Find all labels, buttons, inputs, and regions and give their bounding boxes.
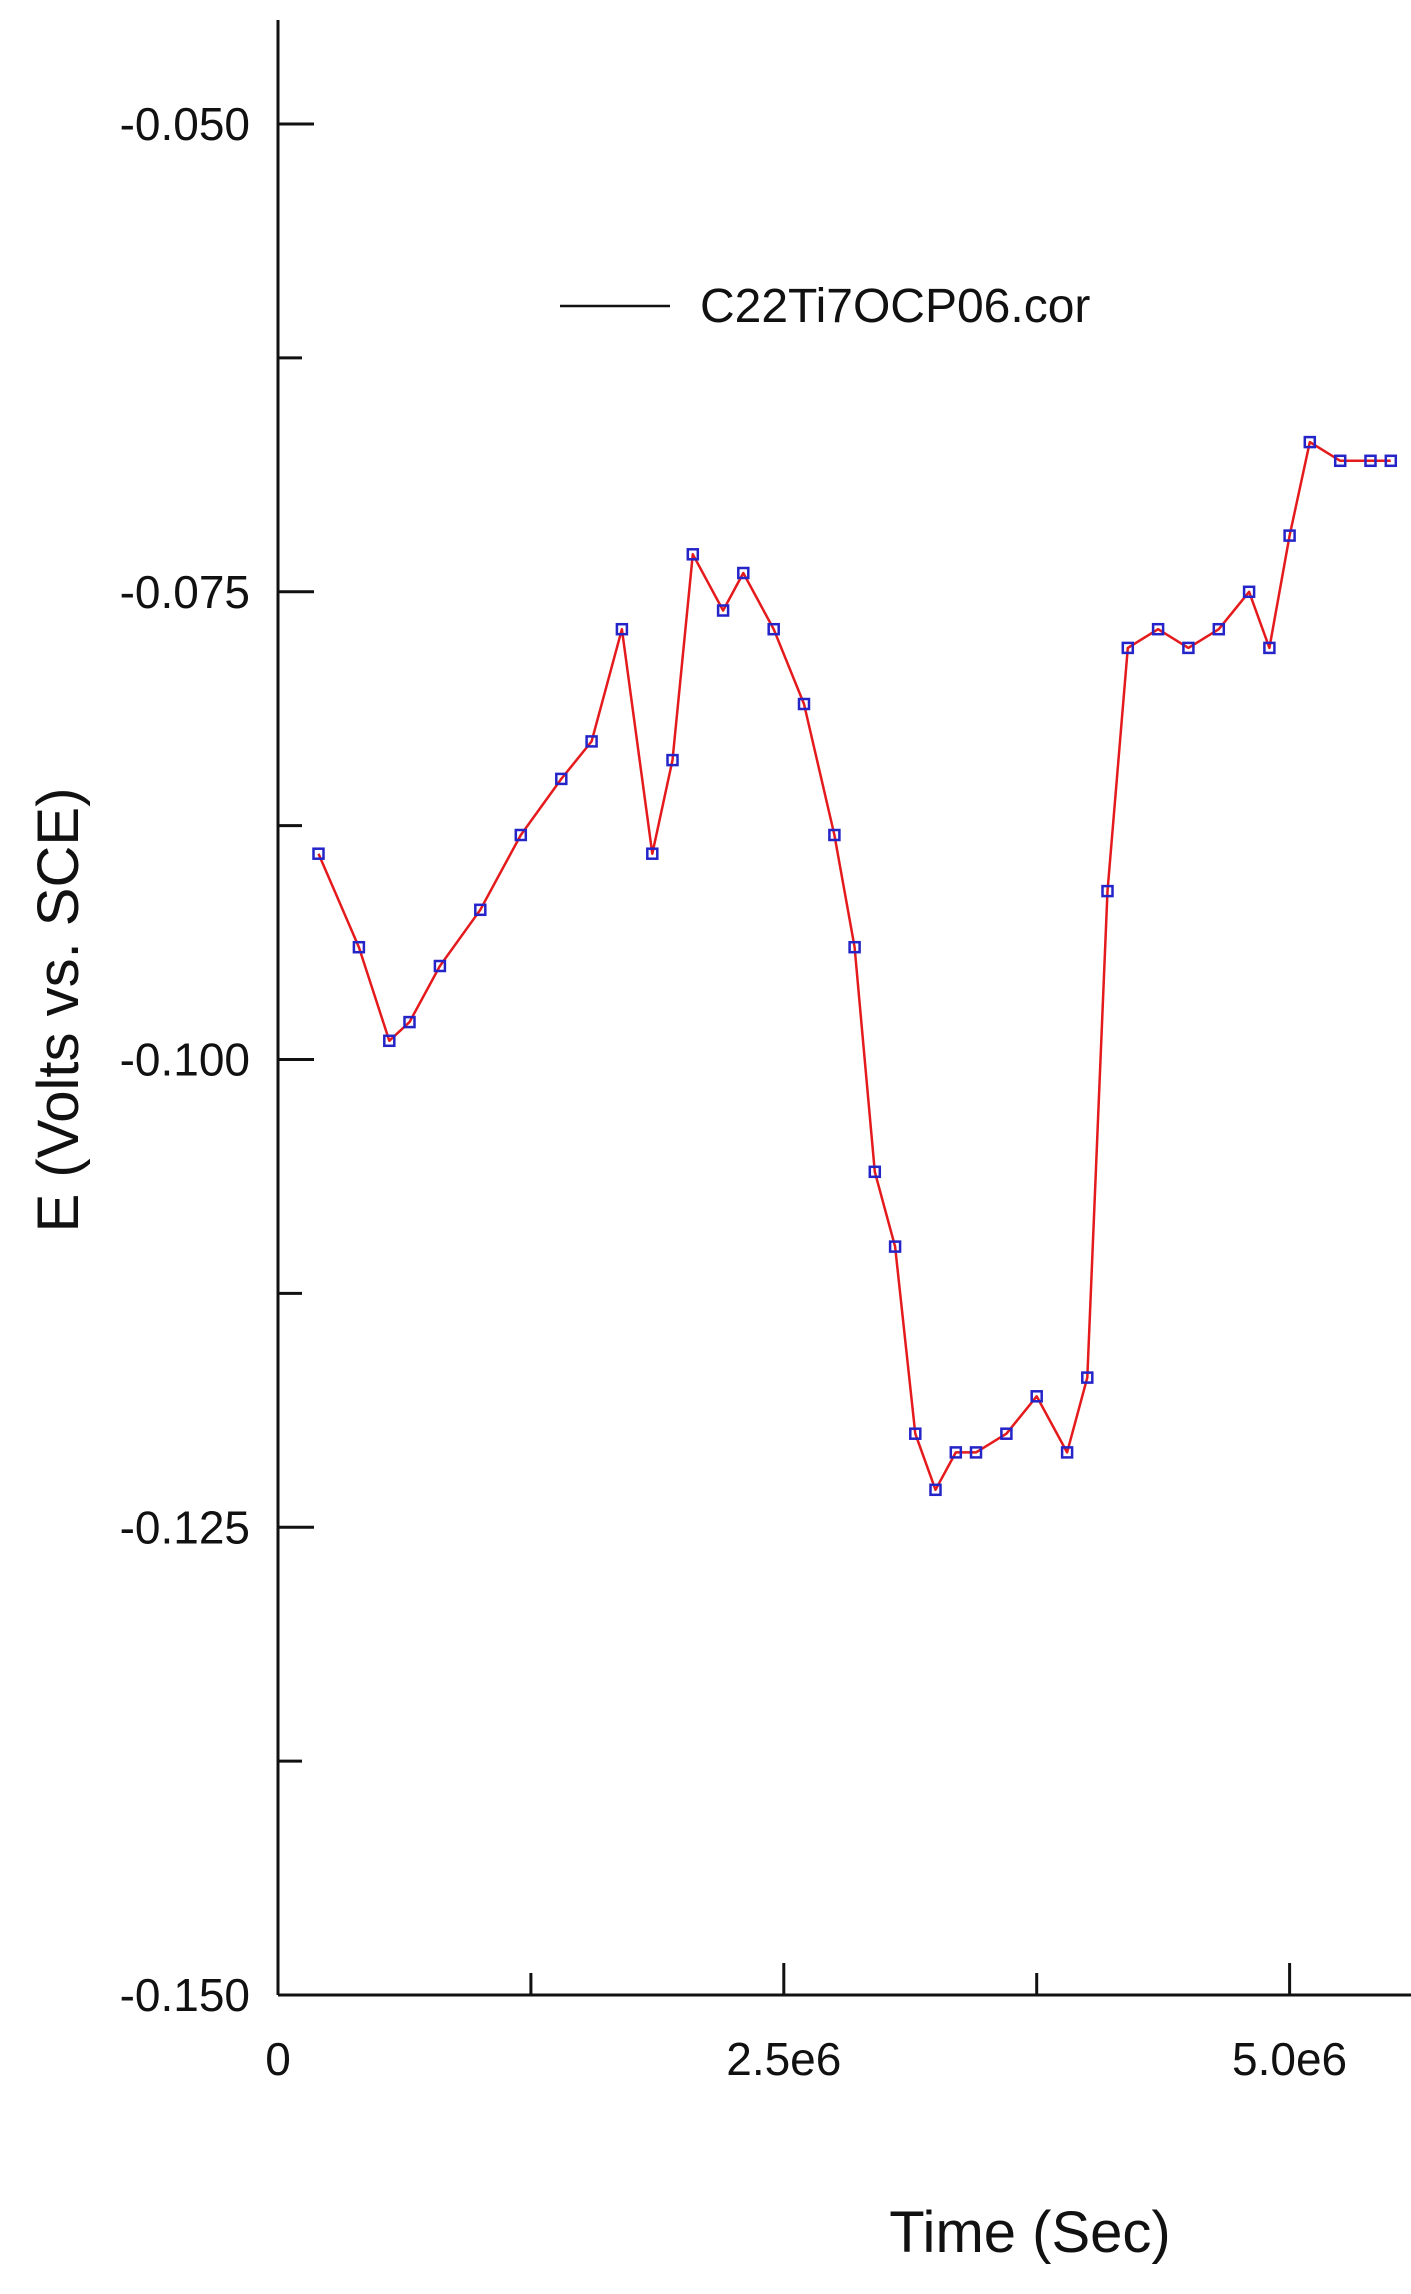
data-point <box>666 753 679 767</box>
y-tick-label: -0.050 <box>120 98 250 150</box>
data-point <box>383 1034 396 1048</box>
data-point <box>312 847 325 860</box>
data-point <box>828 828 841 842</box>
x-tick-label: 0 <box>265 2033 291 2085</box>
data-point <box>585 735 598 748</box>
data-point <box>888 1240 902 1253</box>
data-point <box>767 622 780 636</box>
x-tick-label: 5.0e6 <box>1232 2033 1347 2085</box>
axis-ticks <box>278 122 1292 1995</box>
y-tick-label: -0.075 <box>120 566 250 618</box>
data-point <box>737 566 750 580</box>
data-point <box>848 940 861 954</box>
data-point <box>1182 641 1195 655</box>
y-tick-label: -0.150 <box>120 1969 250 2021</box>
data-point <box>1263 641 1276 655</box>
data-point <box>686 548 700 561</box>
y-axis-title: E (Volts vs. SCE) <box>26 788 91 1233</box>
data-point <box>646 847 659 860</box>
data-point <box>615 622 629 636</box>
data-point <box>797 697 811 711</box>
data-point <box>1030 1390 1043 1403</box>
data-point <box>1212 622 1226 636</box>
data-point <box>1242 585 1256 599</box>
data-point <box>949 1446 963 1459</box>
data-point <box>868 1165 882 1179</box>
x-axis-title: Time (Sec) <box>889 2200 1170 2265</box>
data-point <box>1121 641 1135 655</box>
data-point <box>1081 1371 1094 1384</box>
data-point <box>403 1015 416 1029</box>
data-point <box>1101 884 1114 898</box>
data-point <box>1333 454 1347 468</box>
series-line <box>317 440 1391 1492</box>
data-point <box>716 604 730 617</box>
data-point <box>909 1427 922 1440</box>
data-point <box>1364 454 1377 468</box>
data-point <box>969 1446 983 1459</box>
legend: C22Ti7OCP06.cor <box>560 280 1090 333</box>
data-point <box>1000 1427 1013 1440</box>
x-tick-label: 2.5e6 <box>726 2033 841 2085</box>
axis-tick-labels: -0.050 -0.075 -0.100 -0.125 -0.150 0 2.5e6 5.0e… <box>120 98 1348 2085</box>
data-point <box>555 772 568 786</box>
data-point <box>514 828 528 842</box>
y-tick-label: -0.100 <box>120 1034 250 1086</box>
data-point <box>433 959 447 973</box>
plot-area <box>312 435 1398 1497</box>
data-point <box>1283 529 1296 542</box>
data-point <box>929 1483 942 1497</box>
data-point <box>1060 1446 1074 1459</box>
legend-label: C22Ti7OCP06.cor <box>700 280 1090 333</box>
data-point <box>474 903 487 917</box>
data-point <box>1384 454 1398 468</box>
series-markers <box>312 435 1398 1497</box>
y-tick-label: -0.125 <box>120 1501 250 1553</box>
data-point <box>1151 622 1165 636</box>
data-point <box>352 940 366 954</box>
data-point <box>1303 435 1317 449</box>
